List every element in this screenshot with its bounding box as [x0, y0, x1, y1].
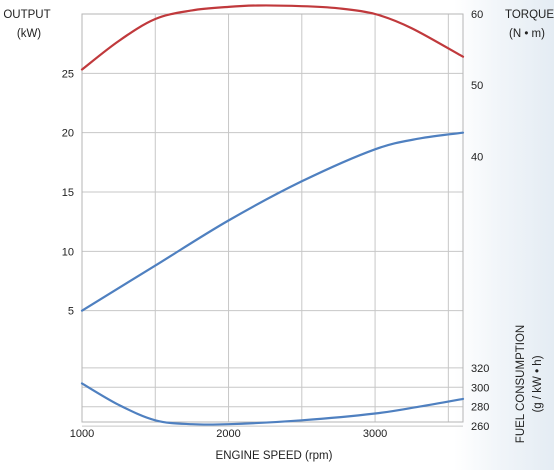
fuel-axis-title: FUEL CONSUMPTION: [515, 325, 527, 443]
output-tick-label: 5: [68, 306, 74, 318]
fuel-tick-label: 280: [471, 402, 489, 414]
fuel-tick-label: 320: [471, 363, 489, 375]
output-tick-label: 15: [62, 187, 74, 199]
torque-tick-label: 60: [471, 9, 483, 21]
fuel-tick-label: 260: [471, 421, 489, 433]
tick-labels: 1000 2000 3000 5 10 15 20 25 40 50 60 260 280 300 320: [62, 9, 490, 440]
fuel-tick-label: 300: [471, 382, 489, 394]
grid-lines: [82, 14, 463, 427]
plot-frame: [81, 13, 464, 423]
output-axis-title: OUTPUT: [3, 9, 50, 21]
torque-axis-title: TORQUE: [505, 9, 554, 21]
x-tick-label: 1000: [70, 428, 94, 440]
fuel-consumption-curve: [80, 382, 465, 426]
x-tick-label: 3000: [363, 428, 387, 440]
torque-tick-label: 40: [471, 151, 483, 163]
output-tick-label: 25: [62, 68, 74, 80]
x-tick-label: 2000: [216, 428, 240, 440]
torque-axis-unit: (N • m): [509, 28, 545, 40]
x-axis-title: ENGINE SPEED (rpm): [216, 450, 333, 462]
torque-curve: [80, 4, 465, 71]
torque-tick-label: 50: [471, 80, 483, 92]
fuel-axis-unit: (g / kW • h): [532, 355, 544, 412]
output-tick-label: 20: [62, 128, 74, 140]
curves: [80, 4, 465, 426]
output-tick-label: 10: [62, 246, 74, 258]
output-axis-unit: (kW): [17, 28, 41, 40]
output-curve: [80, 131, 465, 312]
